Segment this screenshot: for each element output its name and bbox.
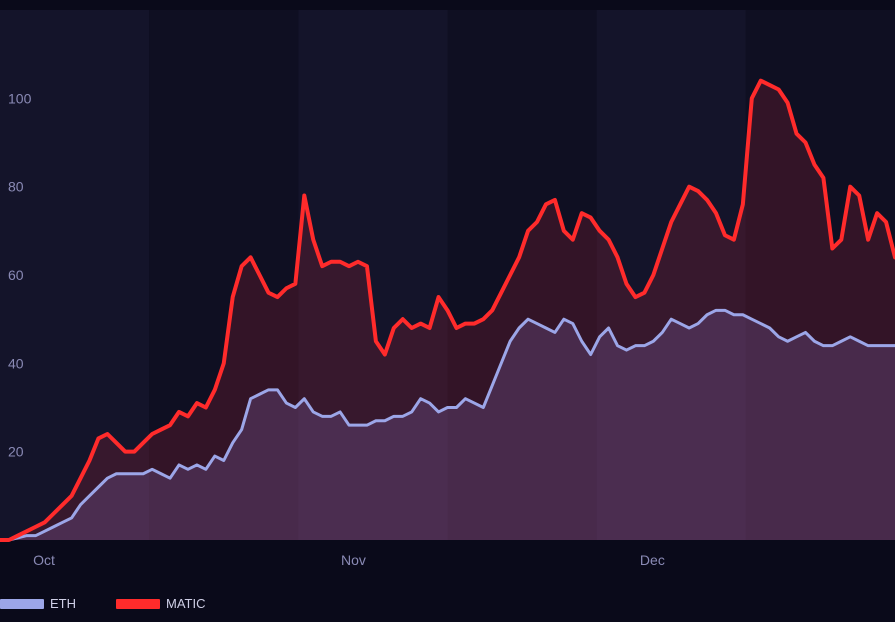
chart-svg: 20 40 60 80 100 Oct Nov Dec bbox=[0, 0, 895, 590]
price-chart: 20 40 60 80 100 Oct Nov Dec ETH MATIC bbox=[0, 0, 895, 622]
svg-text:60: 60 bbox=[8, 267, 24, 283]
svg-text:20: 20 bbox=[8, 444, 24, 460]
svg-text:40: 40 bbox=[8, 355, 24, 371]
legend-swatch-matic bbox=[116, 599, 160, 609]
svg-text:Nov: Nov bbox=[341, 552, 366, 568]
chart-legend: ETH MATIC bbox=[0, 596, 205, 611]
legend-label-eth: ETH bbox=[50, 596, 76, 611]
legend-item-eth: ETH bbox=[0, 596, 76, 611]
svg-text:Dec: Dec bbox=[640, 552, 665, 568]
legend-label-matic: MATIC bbox=[166, 596, 205, 611]
legend-swatch-eth bbox=[0, 599, 44, 609]
svg-text:100: 100 bbox=[8, 90, 32, 106]
svg-text:80: 80 bbox=[8, 179, 24, 195]
legend-item-matic: MATIC bbox=[116, 596, 205, 611]
svg-text:Oct: Oct bbox=[33, 552, 55, 568]
